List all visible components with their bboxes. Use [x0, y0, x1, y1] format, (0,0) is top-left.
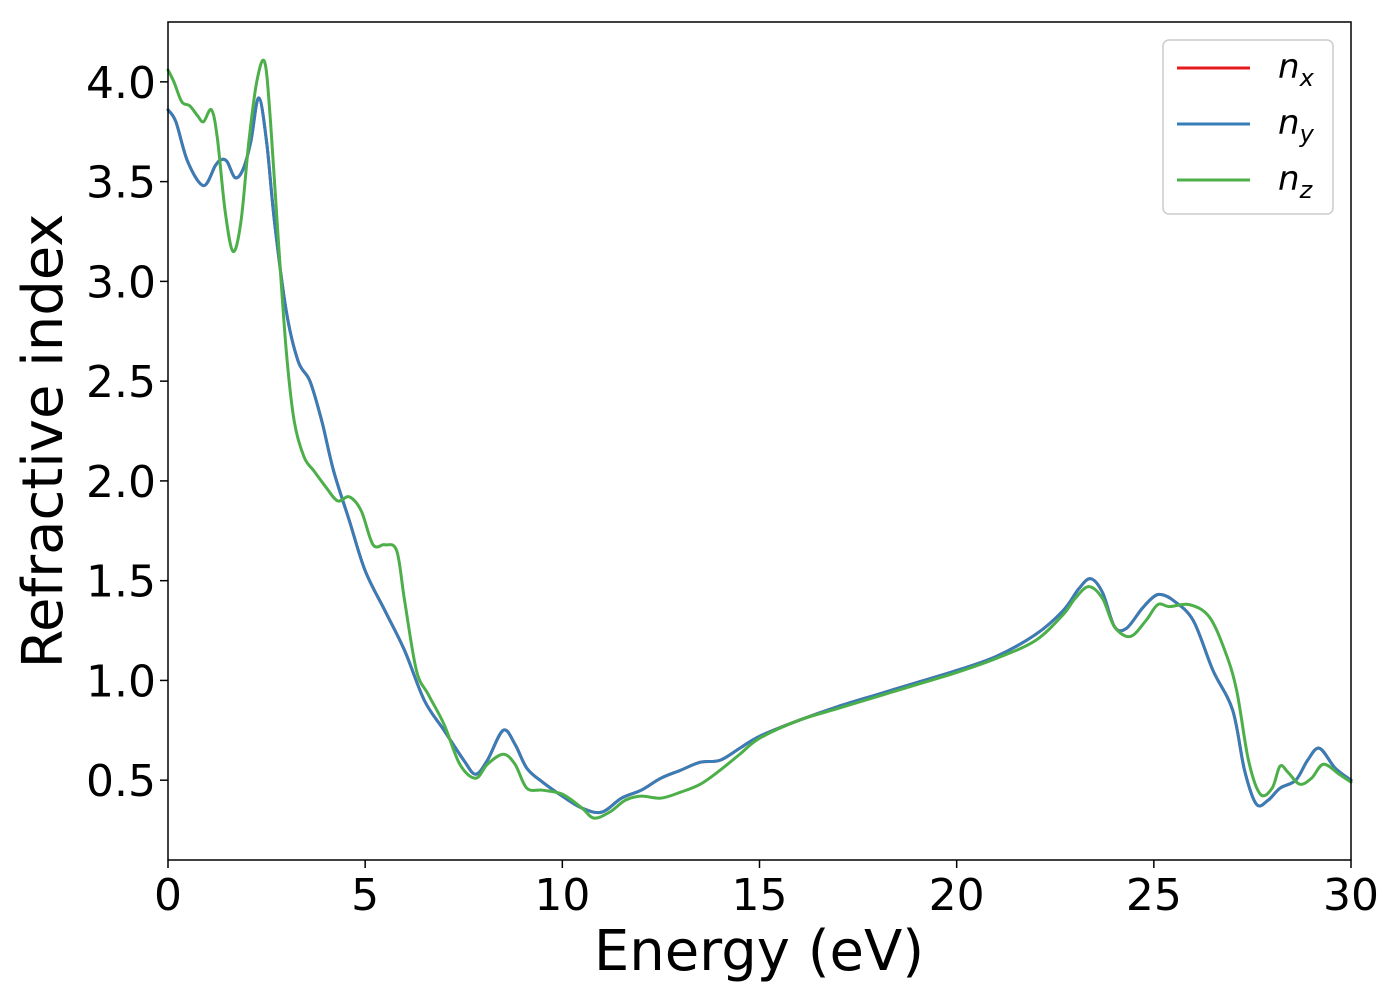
series-line-y [166, 96, 1353, 815]
x-axis-title: Energy (eV) [594, 919, 924, 984]
x-tick-label: 5 [351, 870, 379, 921]
y-tick-label: 1.0 [86, 656, 156, 707]
y-tick-label: 3.5 [86, 158, 156, 209]
x-tick-label: 15 [732, 870, 788, 921]
y-tick-label: 2.0 [86, 457, 156, 508]
series-line-z [166, 58, 1353, 820]
legend-box [1162, 39, 1334, 215]
plot-lines [166, 58, 1353, 820]
x-tick-label: 10 [534, 870, 590, 921]
y-tick-label: 2.5 [86, 357, 156, 408]
x-axis-ticks: 0 5 10 15 20 25 30 [154, 860, 1379, 921]
y-tick-label: 0.5 [86, 756, 156, 807]
y-axis-ticks: 0.5 1.0 1.5 2.0 2.5 3.0 3.5 4.0 [86, 58, 168, 807]
y-tick-label: 1.5 [86, 557, 156, 608]
x-tick-label: 20 [929, 870, 985, 921]
y-axis-title: Refractive index [11, 214, 76, 669]
x-tick-label: 25 [1126, 870, 1182, 921]
y-tick-label: 3.0 [86, 257, 156, 308]
y-tick-label: 4.0 [86, 58, 156, 109]
x-tick-label: 30 [1323, 870, 1379, 921]
x-tick-label: 0 [154, 870, 182, 921]
